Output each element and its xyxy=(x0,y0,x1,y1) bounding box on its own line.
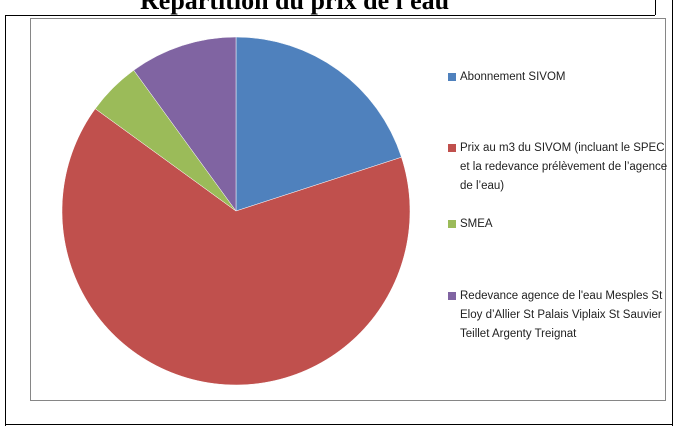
page-border xyxy=(5,15,6,426)
legend-label: SMEA xyxy=(460,218,493,230)
page-border xyxy=(655,0,656,15)
legend-item: Abonnement SIVOM xyxy=(448,68,675,87)
legend-label: Prix au m3 du SIVOM (incluant le SPEC et… xyxy=(460,142,668,192)
legend-label: Redevance agence de l'eau Mesples St Elo… xyxy=(460,290,663,340)
pie-slice xyxy=(133,36,237,212)
legend-swatch xyxy=(448,73,456,81)
legend-swatch xyxy=(448,220,456,228)
pie-slice xyxy=(61,108,411,386)
document-heading: Répartition du prix de l'eau xyxy=(140,0,450,15)
pie-slice xyxy=(235,36,402,212)
legend-swatch xyxy=(448,144,456,152)
page-border xyxy=(5,424,673,425)
legend-swatch xyxy=(448,292,456,300)
legend-label: Abonnement SIVOM xyxy=(460,71,566,83)
legend-item: SMEA xyxy=(448,215,675,234)
legend-item: Prix au m3 du SIVOM (incluant le SPEC et… xyxy=(448,139,675,196)
page-border xyxy=(672,0,673,426)
page-border xyxy=(5,15,655,16)
legend-item: Redevance agence de l'eau Mesples St Elo… xyxy=(448,287,675,344)
